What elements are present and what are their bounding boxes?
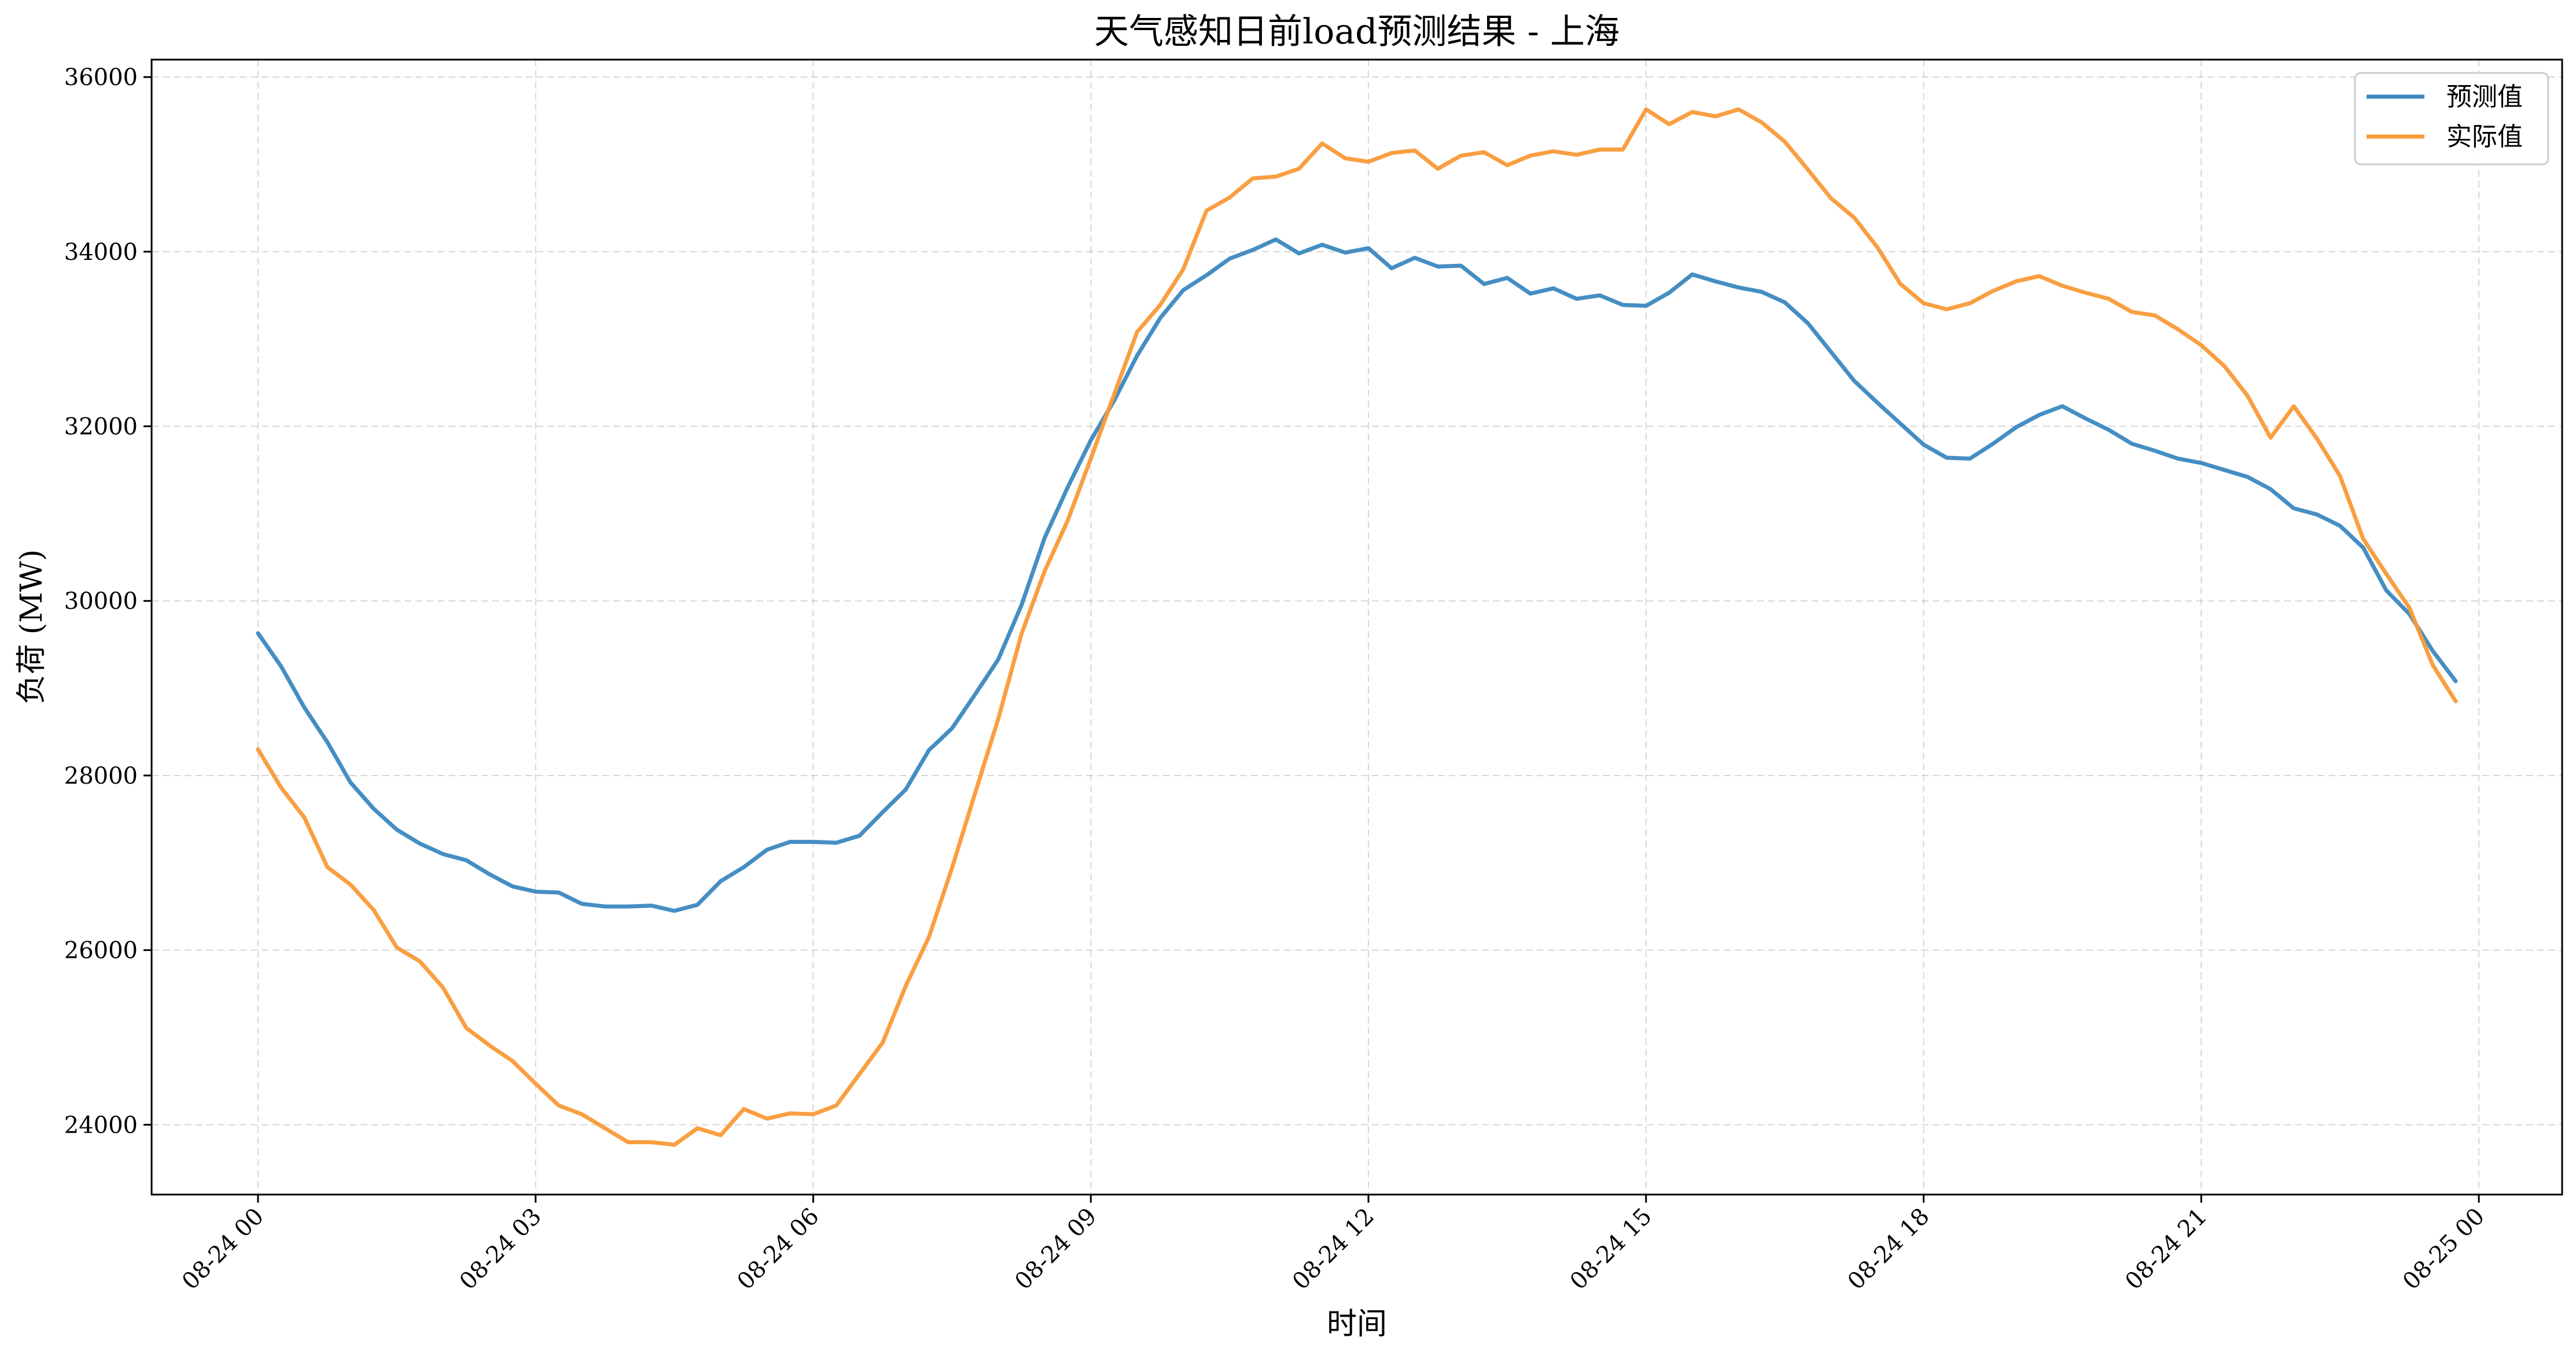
y-tick-label: 24000: [64, 1112, 138, 1138]
legend-label-forecast: 预测值: [2446, 82, 2523, 112]
y-tick-label: 32000: [64, 414, 138, 440]
x-axis-title: 时间: [1327, 1307, 1387, 1342]
y-tick-label: 34000: [64, 239, 138, 266]
y-axis-title: 负荷 (MW): [14, 549, 49, 704]
y-tick-label: 30000: [64, 588, 138, 615]
y-tick-label: 28000: [64, 763, 138, 789]
legend-label-actual: 实际值: [2446, 122, 2523, 152]
series-line-forecast: [256, 237, 2458, 913]
chart-title: 天气感知日前load预测结果 - 上海: [1094, 12, 1620, 52]
y-tick-label: 36000: [64, 64, 138, 91]
series-line-actual: [256, 107, 2458, 1147]
plot-frame: [150, 58, 2563, 1196]
grid-lines: [152, 60, 2562, 1195]
legend: 预测值 实际值: [2354, 72, 2549, 166]
y-tick-label: 26000: [64, 938, 138, 964]
series-lines: [256, 107, 2458, 1147]
